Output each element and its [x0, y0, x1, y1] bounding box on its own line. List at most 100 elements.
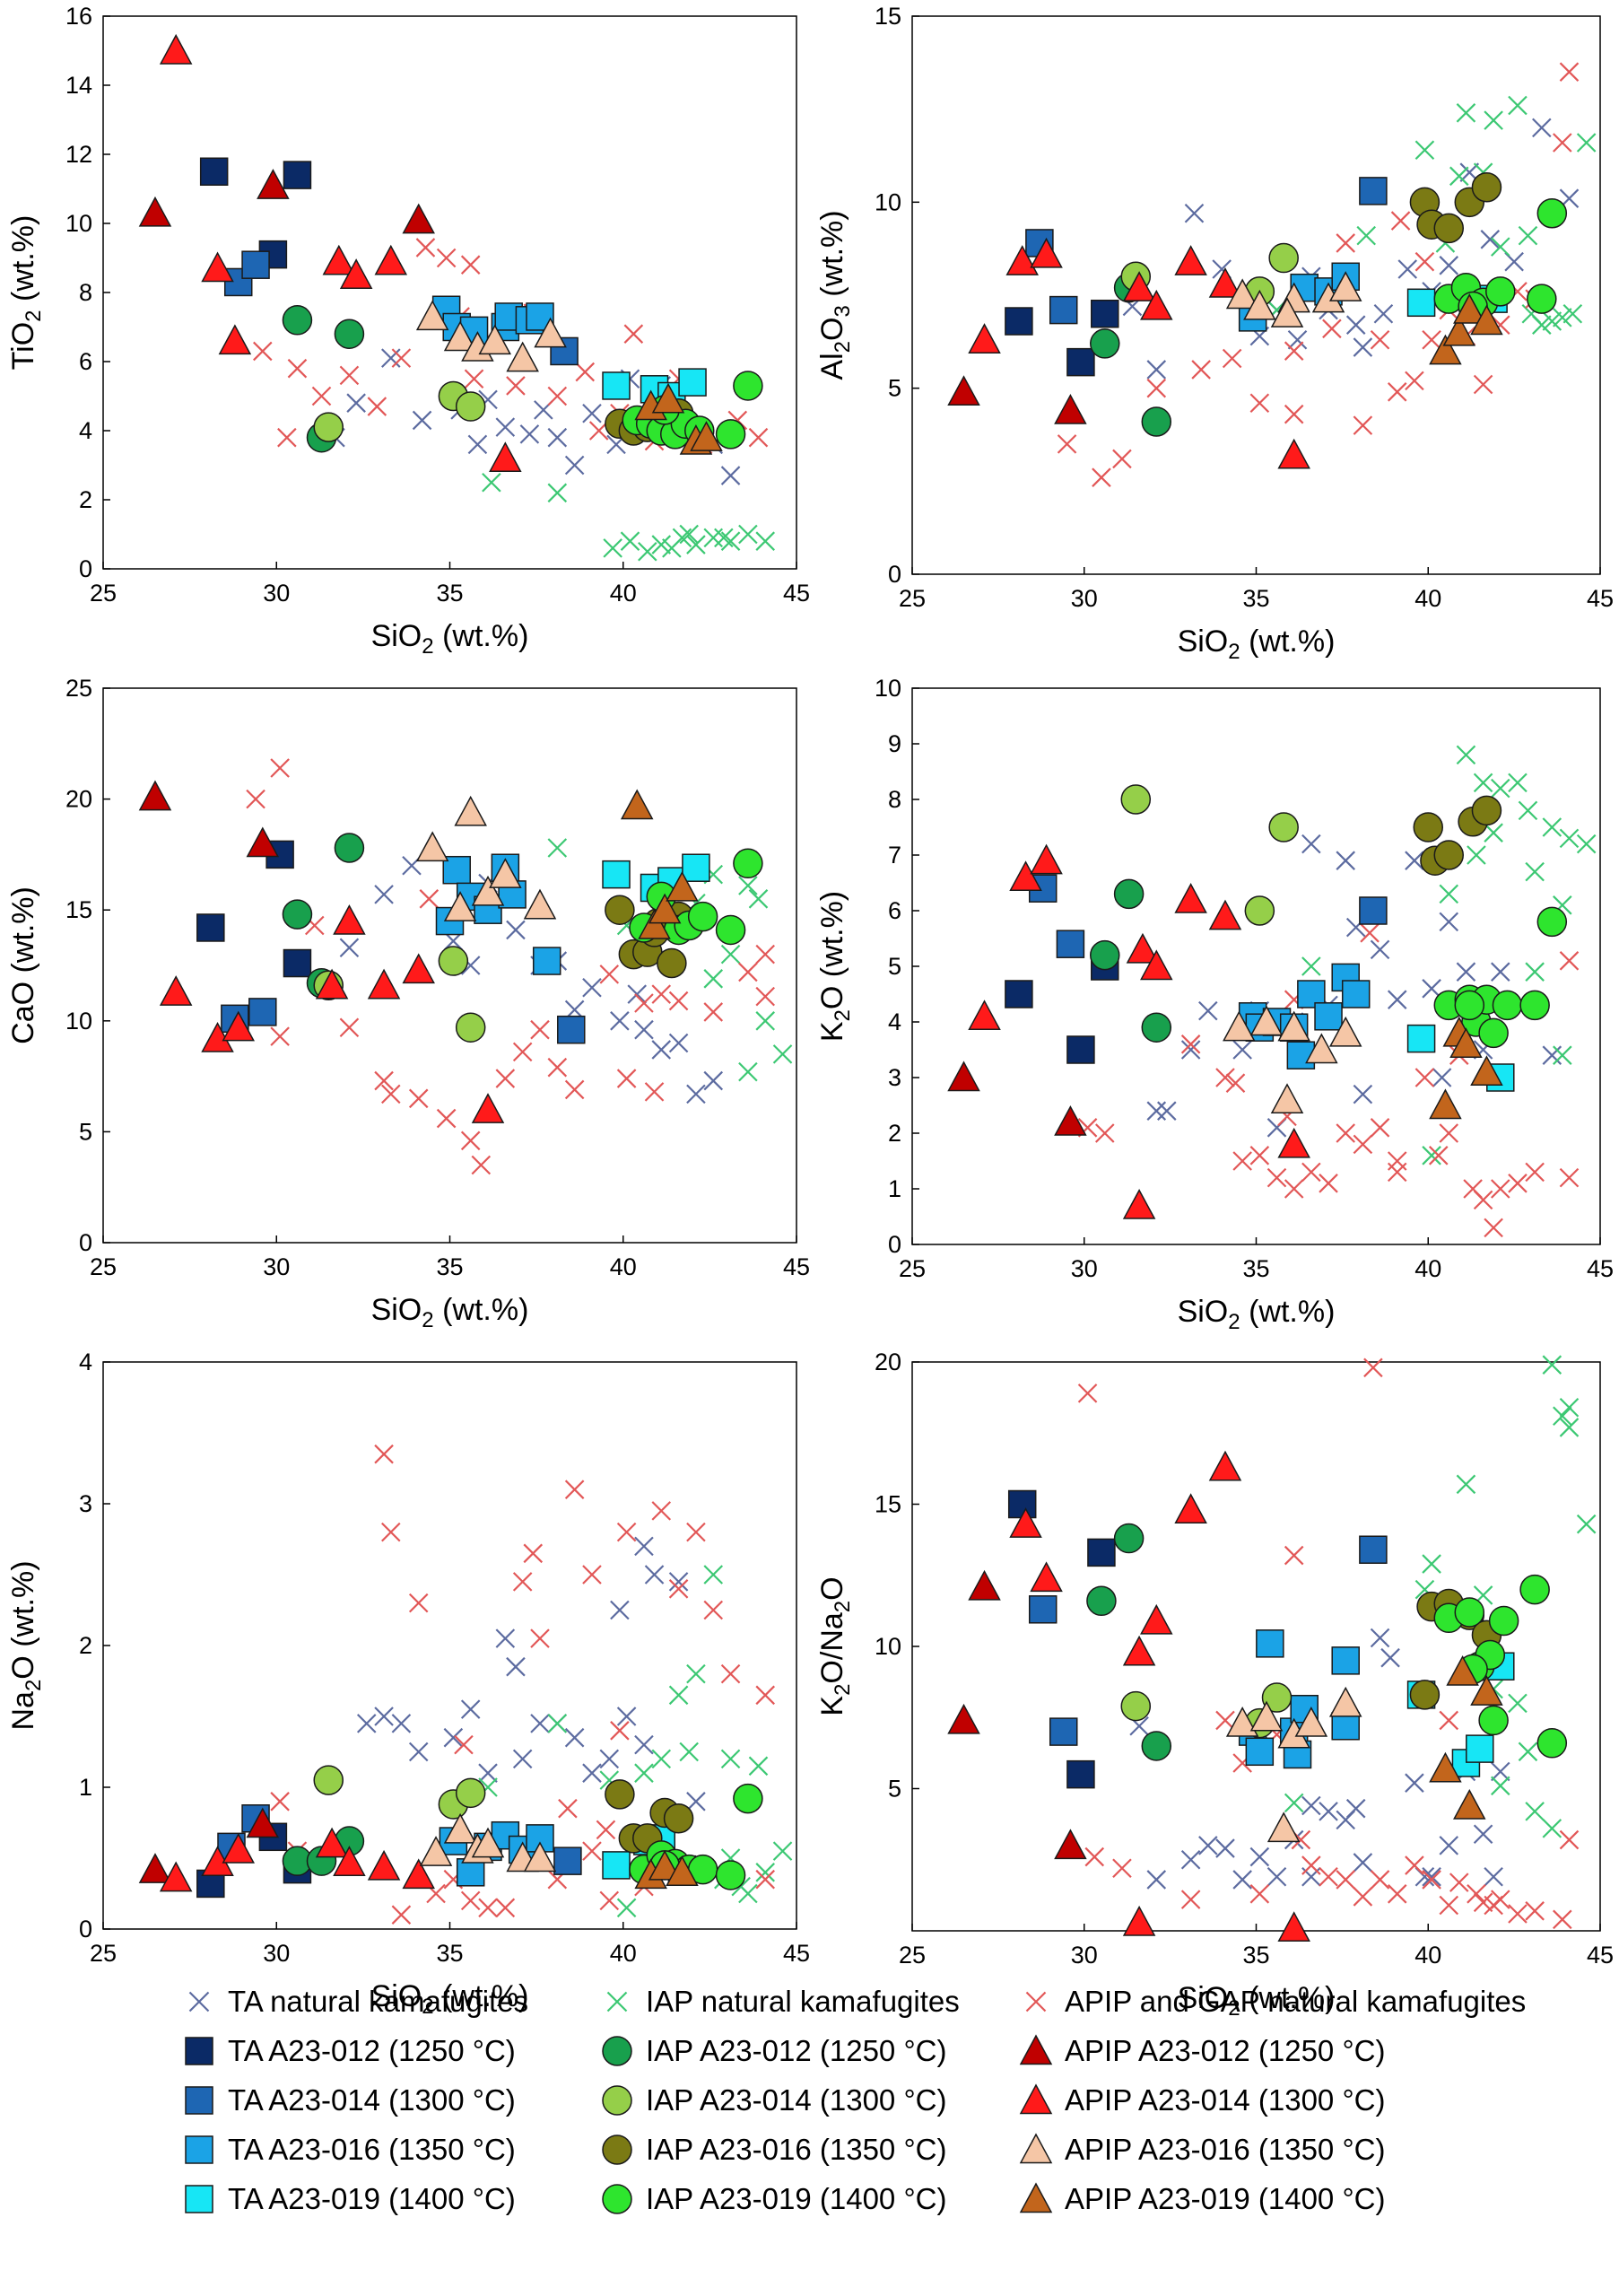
point-apip-nat — [1249, 1884, 1270, 1904]
point-apip-016 — [1328, 1686, 1362, 1717]
x-tick-label: 35 — [436, 580, 463, 607]
point-apip-014 — [315, 968, 349, 1000]
legend-marker-ta-016 — [185, 2135, 213, 2164]
point-apip-nat — [1439, 1895, 1459, 1916]
point-apip-014 — [159, 1861, 193, 1892]
point-apip-nat — [1284, 1179, 1304, 1199]
point-iap-016 — [605, 1779, 635, 1810]
point-iap-019 — [1488, 1605, 1519, 1637]
point-iap-nat — [1449, 166, 1469, 187]
x-tick-label: 35 — [1242, 1255, 1269, 1282]
point-apip-019 — [1429, 1751, 1462, 1783]
point-iap-nat — [1559, 828, 1580, 849]
point-apip-nat — [1322, 319, 1342, 339]
point-iap-nat — [679, 524, 699, 545]
point-apip-019 — [648, 893, 682, 924]
point-ta-nat — [564, 455, 585, 476]
point-apip-nat — [1301, 1162, 1321, 1183]
point-apip-012 — [947, 1061, 980, 1092]
point-ta-019 — [682, 853, 710, 882]
legend-item-apip-019: APIP A23-019 (1400 °C) — [1019, 2182, 1385, 2215]
point-apip-nat — [1449, 1873, 1469, 1892]
point-apip-014 — [201, 251, 234, 283]
point-ta-nat — [1184, 203, 1205, 223]
point-iap-nat — [772, 1044, 793, 1064]
y-tick-label: 0 — [888, 1231, 901, 1258]
point-apip-012 — [246, 826, 280, 858]
y-tick-label: 6 — [79, 348, 92, 375]
point-iap-019 — [1536, 198, 1568, 229]
point-ta-nat — [478, 1763, 498, 1783]
point-apip-nat — [1422, 329, 1441, 350]
y-tick-label: 2 — [888, 1120, 901, 1147]
point-apip-nat — [270, 758, 290, 778]
point-apip-nat — [1191, 360, 1211, 380]
point-ta-nat — [443, 1727, 464, 1748]
point-apip-nat — [1146, 378, 1167, 398]
point-apip-012 — [246, 1807, 280, 1838]
point-iap-012 — [1141, 406, 1172, 437]
point-iap-nat — [1553, 1045, 1572, 1065]
y-tick-label: 5 — [888, 1776, 901, 1803]
point-apip-019 — [620, 789, 654, 820]
point-iap-016 — [605, 895, 635, 925]
point-apip-nat — [1387, 1884, 1407, 1904]
point-apip-nat — [720, 1663, 741, 1684]
point-iap-nat — [616, 1898, 637, 1918]
point-apip-nat — [1084, 1846, 1105, 1867]
legend-marker-ta-019 — [185, 2185, 213, 2213]
y-tick-label: 10 — [875, 1633, 901, 1660]
point-apip-014 — [1009, 1507, 1042, 1538]
point-apip-nat — [1249, 1146, 1270, 1165]
point-apip-014 — [159, 33, 193, 65]
point-apip-019 — [651, 382, 685, 414]
point-iap-nat — [1422, 1146, 1441, 1165]
point-ta-nat — [1456, 962, 1476, 982]
point-apip-014 — [1005, 245, 1039, 275]
point-apip-nat — [547, 1057, 568, 1078]
point-apip-014 — [968, 323, 1001, 354]
point-ta-nat — [1397, 259, 1418, 279]
point-iap-nat — [772, 1841, 793, 1861]
chart-panel-2: 25 30 35 40 45 0 5 10 15 SiO2 (wt.%) Al2O3 (wt.%) — [815, 3, 1614, 664]
point-ta-012 — [1091, 299, 1119, 328]
x-tick-label: 45 — [1587, 585, 1614, 612]
point-iap-nat — [1532, 315, 1552, 335]
point-iap-014 — [313, 1765, 344, 1795]
point-ta-nat — [686, 1084, 706, 1104]
y-tick-label: 3 — [79, 1490, 92, 1517]
point-ta-nat — [512, 1749, 533, 1769]
point-iap-nat — [748, 1756, 769, 1777]
point-iap-nat — [1491, 778, 1510, 799]
point-apip-014 — [1030, 237, 1063, 268]
point-apip-nat — [495, 1069, 516, 1088]
point-iap-016 — [1433, 213, 1465, 244]
point-iap-012 — [334, 833, 365, 863]
point-apip-012 — [968, 1569, 1001, 1601]
point-iap-019 — [1454, 990, 1485, 1021]
point-apip-014 — [1208, 266, 1242, 298]
point-ta-nat — [1353, 337, 1373, 357]
point-iap-nat — [703, 1565, 724, 1585]
point-apip-nat — [506, 376, 526, 396]
point-iap-019 — [1485, 276, 1516, 307]
legend-marker-iap-014 — [602, 2085, 632, 2116]
point-iap-nat — [482, 472, 501, 493]
point-apip-nat — [1370, 1118, 1390, 1138]
chart-panel-5: 25 30 35 40 45 0 1 2 3 4 SiO2 (wt.%) Na2O (wt.%) — [6, 1349, 810, 2019]
y-tick-label: 9 — [888, 730, 901, 757]
point-apip-014 — [322, 244, 356, 275]
legend-label: TA A23-014 (1300 °C) — [228, 2083, 516, 2117]
point-ta-nat — [720, 466, 741, 485]
point-iap-016 — [1471, 171, 1502, 203]
legend-label: APIP A23-019 (1400 °C) — [1065, 2182, 1385, 2215]
point-ta-nat — [495, 1628, 516, 1648]
point-ta-016 — [1341, 980, 1371, 1008]
point-iap-014 — [1120, 1690, 1152, 1722]
point-ta-nat — [1370, 939, 1390, 960]
point-iap-nat — [755, 1863, 775, 1882]
point-ta-nat — [1387, 990, 1407, 1009]
point-iap-nat — [1301, 956, 1321, 976]
legend-item-iap-014: IAP A23-014 (1300 °C) — [602, 2083, 946, 2117]
point-apip-016 — [1225, 1707, 1259, 1737]
